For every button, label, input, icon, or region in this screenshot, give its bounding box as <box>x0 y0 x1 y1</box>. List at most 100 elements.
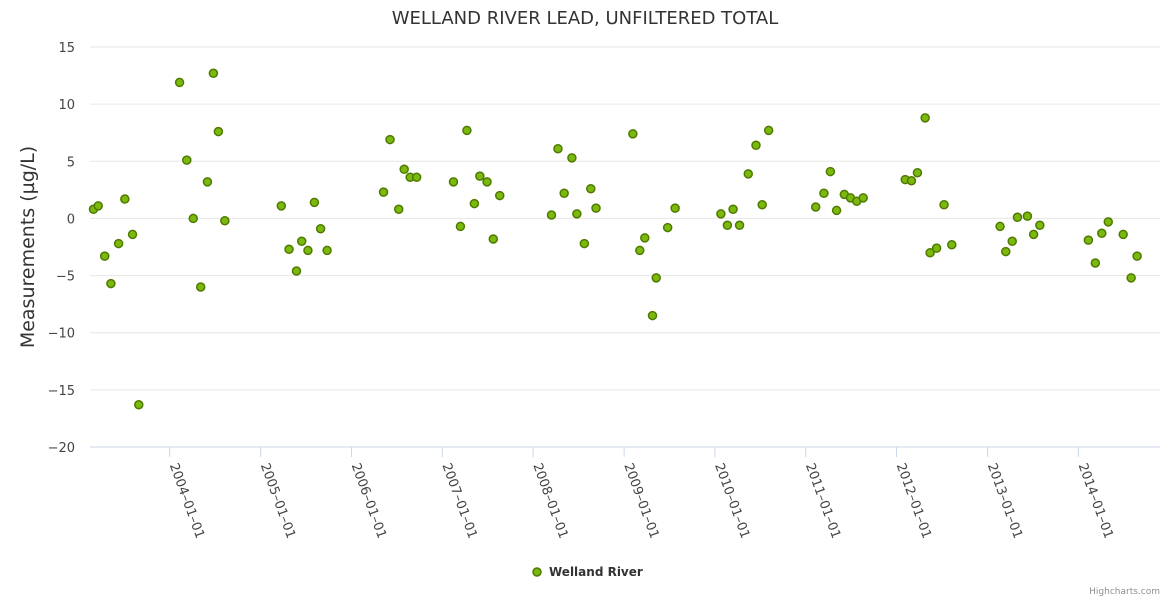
data-point[interactable] <box>825 166 836 177</box>
data-point[interactable] <box>810 202 821 212</box>
data-point[interactable] <box>716 209 726 219</box>
x-tick-label: 2010–01–01 <box>711 461 752 541</box>
data-point[interactable] <box>858 193 868 203</box>
data-point[interactable] <box>728 204 738 215</box>
data-point[interactable] <box>188 213 198 224</box>
data-point[interactable] <box>1028 229 1039 240</box>
data-point[interactable] <box>202 177 213 187</box>
data-point[interactable] <box>462 125 472 136</box>
data-point[interactable] <box>93 201 103 211</box>
data-point[interactable] <box>647 310 658 321</box>
data-point[interactable] <box>1012 212 1023 223</box>
data-point[interactable] <box>455 221 466 232</box>
data-point[interactable] <box>284 244 294 255</box>
data-point[interactable] <box>920 113 930 123</box>
data-point[interactable] <box>670 203 680 213</box>
data-point[interactable] <box>378 187 389 197</box>
data-point[interactable] <box>1126 273 1136 283</box>
data-point[interactable] <box>291 266 302 276</box>
data-point[interactable] <box>1090 258 1101 268</box>
data-point[interactable] <box>925 247 935 258</box>
data-point[interactable] <box>174 77 185 88</box>
data-point[interactable] <box>763 125 774 136</box>
data-point[interactable] <box>640 233 650 243</box>
data-point[interactable] <box>579 238 590 249</box>
series-welland-river[interactable] <box>88 68 1142 410</box>
legend-marker[interactable] <box>532 567 542 577</box>
credits-link[interactable]: Highcharts.com <box>1089 587 1160 597</box>
data-point[interactable] <box>448 177 459 187</box>
data-point[interactable] <box>1007 236 1017 247</box>
data-point[interactable] <box>591 203 601 213</box>
data-point[interactable] <box>1118 229 1128 240</box>
data-point[interactable] <box>303 245 313 256</box>
data-point[interactable] <box>1097 228 1107 239</box>
data-point[interactable] <box>553 143 563 154</box>
data-point[interactable] <box>931 243 942 253</box>
y-axis-ticks: 15 10 5 0 −5 −10 −15 −20 <box>48 41 75 456</box>
data-point[interactable] <box>1132 251 1142 261</box>
legend-item-label[interactable]: Welland River <box>549 565 643 579</box>
data-point[interactable] <box>1001 246 1011 257</box>
data-point[interactable] <box>182 155 192 165</box>
data-point[interactable] <box>567 153 577 163</box>
data-point[interactable] <box>213 126 224 137</box>
data-point[interactable] <box>1083 235 1094 245</box>
data-point[interactable] <box>488 234 499 244</box>
data-point[interactable] <box>1035 220 1045 231</box>
data-point[interactable] <box>831 205 842 216</box>
data-point[interactable] <box>559 188 569 199</box>
data-point[interactable] <box>482 177 492 187</box>
data-point[interactable] <box>947 239 957 250</box>
data-point[interactable] <box>296 236 307 247</box>
x-tick-label: 2008–01–01 <box>529 461 570 541</box>
x-tick-label: 2012–01–01 <box>893 461 934 541</box>
data-point[interactable] <box>628 129 638 139</box>
data-point[interactable] <box>106 278 116 289</box>
data-point[interactable] <box>751 140 761 151</box>
data-point[interactable] <box>99 251 110 261</box>
data-point[interactable] <box>586 183 596 194</box>
data-point[interactable] <box>757 199 767 210</box>
data-point[interactable] <box>399 164 409 175</box>
x-tick-label: 2014–01–01 <box>1075 461 1116 541</box>
data-point[interactable] <box>309 197 320 208</box>
y-tick-label: 10 <box>58 98 75 113</box>
data-point[interactable] <box>734 220 745 231</box>
data-point[interactable] <box>208 68 219 79</box>
data-point[interactable] <box>494 190 505 201</box>
data-point[interactable] <box>127 229 138 240</box>
data-point[interactable] <box>220 215 230 226</box>
legend[interactable]: Welland River <box>532 565 643 579</box>
data-point[interactable] <box>662 222 673 233</box>
data-point[interactable] <box>393 204 404 215</box>
data-point[interactable] <box>722 220 733 231</box>
data-point[interactable] <box>1022 211 1033 221</box>
data-point[interactable] <box>995 221 1005 232</box>
data-point[interactable] <box>120 194 130 204</box>
data-point[interactable] <box>134 399 144 410</box>
data-point[interactable] <box>546 210 557 220</box>
data-point[interactable] <box>906 175 917 186</box>
data-point[interactable] <box>322 245 332 256</box>
data-point[interactable] <box>385 134 395 145</box>
data-point[interactable] <box>113 238 124 249</box>
data-point[interactable] <box>572 209 582 219</box>
data-point[interactable] <box>411 172 422 183</box>
data-point[interactable] <box>651 273 661 283</box>
data-point[interactable] <box>939 199 949 210</box>
data-point[interactable] <box>315 223 326 234</box>
data-point[interactable] <box>635 245 645 256</box>
data-point[interactable] <box>743 169 754 179</box>
data-point[interactable] <box>469 198 480 209</box>
data-point[interactable] <box>1103 217 1114 227</box>
data-point[interactable] <box>912 167 923 178</box>
data-point[interactable] <box>195 282 206 292</box>
data-point[interactable] <box>819 188 829 199</box>
x-tick-label: 2005–01–01 <box>257 461 298 541</box>
data-point[interactable] <box>276 201 287 211</box>
y-tick-label: −20 <box>48 441 75 456</box>
data-point[interactable] <box>475 171 485 181</box>
y-tick-label: 15 <box>58 41 75 56</box>
x-tick-label: 2006–01–01 <box>348 461 389 541</box>
